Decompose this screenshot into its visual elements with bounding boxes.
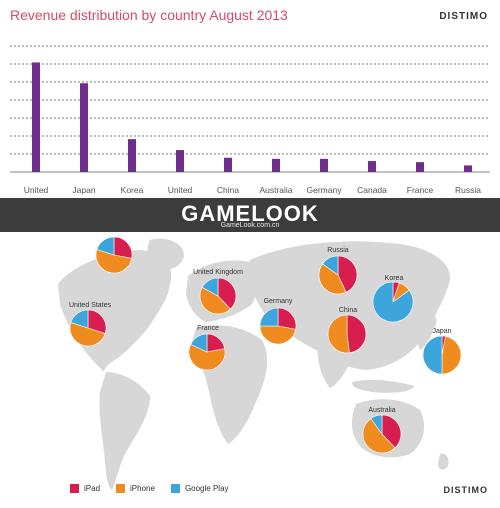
pie-label: United Kingdom <box>193 269 243 276</box>
pie-slice-iphone <box>327 314 350 354</box>
pie-slice-google-play <box>70 309 89 329</box>
pie-slice-google-play <box>372 281 414 323</box>
pie-label: Australia <box>368 407 395 414</box>
pie-slice-iphone <box>188 343 226 371</box>
bar-united-kingdom <box>176 150 184 172</box>
bar-united-states <box>32 62 40 172</box>
pie-label: United States <box>69 302 112 309</box>
world-map: Canada United States United Kingdom France G… <box>58 227 462 490</box>
legend-label-google-play: Google Play <box>184 483 229 493</box>
bar-china <box>224 157 232 172</box>
pie-slice-ipad <box>217 277 237 310</box>
x-tick-label: China <box>217 185 239 195</box>
pie-label: Canada <box>102 232 127 234</box>
pie-label: France <box>197 325 219 332</box>
bar-germany <box>320 158 328 172</box>
pie-australia <box>362 414 402 454</box>
asia-shape <box>250 241 451 370</box>
distimo-logo-bottom: DISTIMO <box>443 485 488 495</box>
bar-japan <box>80 83 88 172</box>
pie-united-states <box>69 309 107 347</box>
bars <box>32 62 472 172</box>
watermark-banner: GAMELOOK GameLook.com.cn <box>0 198 500 232</box>
pie-united-kingdom <box>199 277 237 315</box>
pie-canada <box>95 236 133 274</box>
pie-slice-google-play <box>259 307 279 327</box>
watermark-text: GAMELOOK <box>181 201 319 226</box>
pie-slice-iphone <box>441 335 462 375</box>
legend-item-ipad: iPad <box>70 483 101 493</box>
x-tick-label: Russia <box>455 185 481 195</box>
chart-title: Revenue distribution by country August 2… <box>10 7 288 23</box>
x-tick-label: Canada <box>357 185 387 195</box>
pie-label: Japan <box>432 328 451 335</box>
pie-slice-ipad <box>277 307 297 330</box>
pie-slice-google-play <box>370 414 383 435</box>
pie-slice-ipad <box>346 314 367 354</box>
pie-slice-iphone <box>199 286 231 315</box>
pie-japan <box>422 335 462 375</box>
indonesia-shape <box>352 379 414 393</box>
pie-slice-google-play <box>96 236 115 256</box>
pie-slice-google-play <box>422 335 443 375</box>
pie-germany <box>259 307 297 345</box>
x-tick-label: Germany <box>307 185 343 195</box>
pie-label: Russia <box>327 247 349 254</box>
x-tick-label: France <box>407 185 434 195</box>
legend: iPad iPhone Google Play <box>70 481 229 495</box>
distimo-logo: DISTIMO <box>439 11 488 22</box>
world-map-section: Canada United States United Kingdom France G… <box>0 227 500 503</box>
pie-label: China <box>339 307 357 314</box>
grid-lines <box>10 45 490 155</box>
pie-slice-ipad <box>337 255 358 293</box>
bar-france <box>416 162 424 172</box>
pie-china <box>327 314 367 354</box>
legend-label-ipad: iPad <box>84 483 101 493</box>
legend-label-iphone: iPhone <box>130 483 155 493</box>
pie-slice-iphone <box>95 249 133 274</box>
legend-swatch-iphone <box>116 483 126 493</box>
x-tick-label: Korea <box>121 185 144 195</box>
pie-label: Korea <box>385 275 404 282</box>
bar-australia <box>272 158 280 172</box>
pie-slice-google-play <box>190 333 208 353</box>
pie-korea <box>372 281 414 323</box>
pie-slice-iphone <box>259 325 297 345</box>
bar-canada <box>368 161 376 172</box>
pie-label: Germany <box>264 298 293 305</box>
south-america-shape <box>99 372 150 490</box>
pie-slice-iphone <box>362 418 396 454</box>
legend-item-google-play: Google Play <box>170 483 229 493</box>
pie-slice-ipad <box>87 309 107 334</box>
pie-slice-ipad <box>113 236 133 259</box>
greenland-shape <box>147 238 184 271</box>
legend-swatch-google-play <box>170 483 180 493</box>
pie-slice-google-play <box>201 277 219 297</box>
pie-slice-iphone <box>318 263 347 295</box>
pie-slice-ipad <box>381 414 402 449</box>
bar-russia <box>464 165 472 172</box>
pie-france <box>188 333 226 371</box>
pie-russia <box>318 255 358 295</box>
india-shape <box>317 341 352 388</box>
new-zealand-shape <box>438 453 449 470</box>
bar-korea <box>128 139 136 172</box>
pie-slice-google-play <box>322 255 339 276</box>
x-tick-label: Australia <box>259 185 292 195</box>
japan-shape <box>417 314 437 350</box>
bar-chart: Revenue distribution by country August 2… <box>10 7 490 205</box>
watermark-subtext: GameLook.com.cn <box>220 222 280 229</box>
pie-slice-iphone <box>69 322 106 347</box>
legend-item-iphone: iPhone <box>116 483 155 493</box>
legend-swatch-ipad <box>70 483 79 493</box>
x-tick-label: Japan <box>72 185 95 195</box>
